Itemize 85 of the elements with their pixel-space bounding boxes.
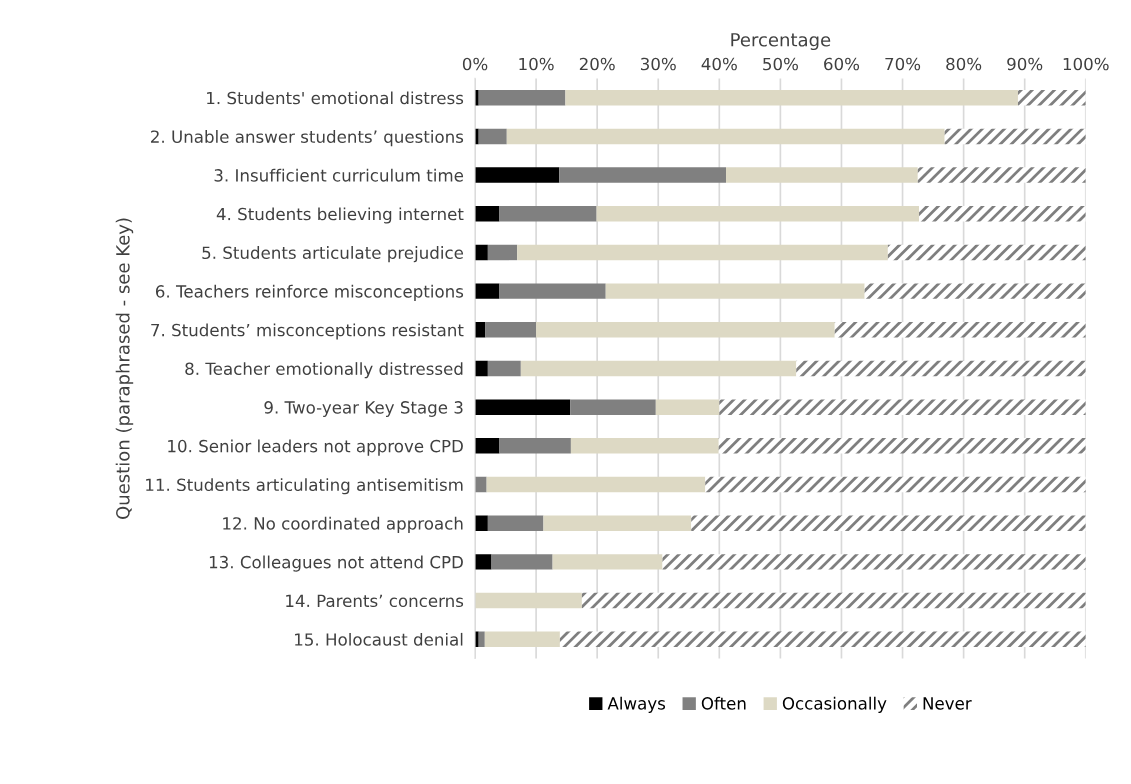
bar (475, 438, 500, 454)
bar (499, 438, 571, 454)
bar (944, 128, 1086, 145)
bar (475, 206, 500, 222)
x-tick-label: 20% (579, 57, 615, 71)
x-tick-label: 50% (763, 57, 798, 71)
bar (570, 399, 656, 415)
bar (570, 438, 719, 454)
x-tick-label: 40% (701, 57, 737, 71)
bar (887, 244, 1086, 261)
bar (517, 244, 888, 261)
bar (864, 283, 1086, 299)
bar (485, 322, 537, 338)
bar (499, 206, 597, 222)
y-tick-label: 14. Parents’ concerns (286, 594, 464, 608)
bar (475, 167, 560, 183)
bar (499, 283, 606, 299)
x-axis-title: Percentage (731, 33, 831, 51)
bar (1017, 90, 1086, 106)
bar (487, 515, 544, 531)
bar (552, 554, 663, 570)
legend-label: Never (923, 697, 972, 710)
y-tick-label: 4. Students believing internet (216, 207, 464, 224)
bar (475, 515, 488, 531)
bar (691, 515, 1086, 531)
y-tick-label: 1. Students' emotional distress (207, 91, 464, 105)
bar (506, 128, 945, 145)
bar (487, 360, 521, 377)
bar (655, 399, 720, 415)
bar (475, 476, 487, 493)
bar (491, 554, 553, 570)
y-tick-label: 6. Teachers reinforce misconceptions (155, 284, 464, 301)
x-tick-label: 0% (462, 57, 488, 71)
bar (478, 90, 566, 106)
y-tick-label: 15. Holocaust denial (295, 632, 463, 646)
bar (718, 438, 1086, 454)
bar (487, 244, 518, 261)
bar (559, 631, 1086, 647)
x-tick-label: 100% (1063, 57, 1109, 71)
bar (543, 515, 692, 531)
bar (662, 554, 1086, 570)
bar (475, 360, 488, 377)
x-tick-label: 30% (640, 57, 676, 71)
bar (478, 631, 485, 647)
bar (919, 206, 1086, 222)
y-tick-label: 5. Students articulate prejudice (202, 246, 464, 263)
y-axis-title: Question (paraphrased - see Key) (115, 218, 134, 519)
bar (520, 360, 797, 377)
x-tick-label: 60% (824, 57, 860, 71)
bar (484, 631, 560, 647)
legend-label: Often (701, 696, 746, 710)
y-tick-label: 10. Senior leaders not approve CPD (168, 439, 463, 456)
bar (796, 360, 1086, 377)
x-tick-label: 10% (519, 57, 554, 71)
bar (536, 322, 835, 338)
bar (475, 554, 492, 570)
bar (596, 206, 920, 222)
bar (705, 476, 1086, 493)
y-tick-label: 11. Students articulating antisemitism (146, 478, 463, 495)
y-tick-label: 13. Colleagues not attend CPD (209, 555, 463, 572)
bar (486, 476, 706, 493)
bar (475, 244, 488, 261)
bar (478, 128, 507, 145)
bar (565, 90, 1018, 106)
y-tick-label: 2. Unable answer students’ questions (151, 130, 464, 147)
bar (475, 592, 582, 609)
bar (475, 283, 500, 299)
bar (605, 283, 865, 299)
legend-label: Occasionally (782, 696, 887, 713)
y-tick-label: 3. Insufficient curriculum time (214, 168, 464, 182)
legend-label: Always (607, 696, 666, 713)
y-tick-label: 12. No coordinated approach (223, 516, 463, 533)
bar (917, 167, 1086, 183)
bar (719, 399, 1086, 415)
x-tick-label: 80% (946, 57, 982, 71)
x-tick-label: 70% (885, 57, 921, 71)
x-tick-label: 90% (1007, 57, 1043, 71)
y-tick-label: 7. Students’ misconceptions resistant (151, 323, 464, 340)
bar (834, 322, 1086, 338)
bar (475, 399, 571, 415)
bar (559, 167, 727, 183)
y-tick-label: 8. Teacher emotionally distressed (185, 362, 463, 379)
bar (581, 592, 1086, 609)
bar (726, 167, 918, 183)
y-tick-label: 9. Two-year Key Stage 3 (264, 401, 463, 417)
